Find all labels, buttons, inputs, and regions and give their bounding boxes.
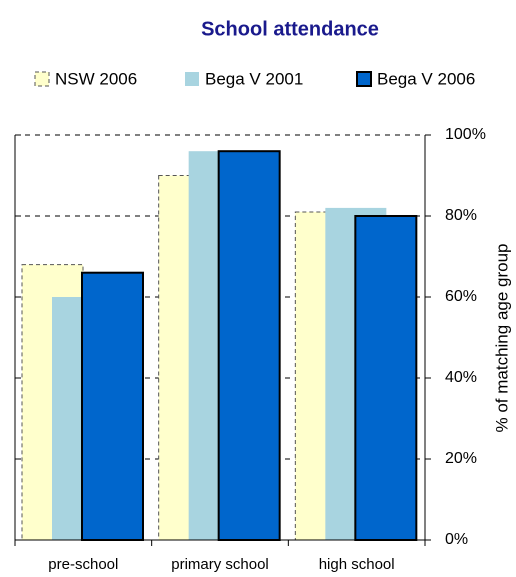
y-tick-label: 0% bbox=[445, 531, 468, 548]
y-tick-label: 20% bbox=[445, 450, 477, 467]
x-tick-label: high school bbox=[319, 556, 395, 573]
legend-label: Bega V 2006 bbox=[377, 69, 475, 88]
y-tick-label: 100% bbox=[445, 126, 486, 143]
legend-label: NSW 2006 bbox=[55, 69, 137, 88]
bar bbox=[217, 150, 281, 541]
bar bbox=[354, 215, 418, 541]
x-tick-label: pre-school bbox=[48, 556, 118, 573]
y-tick-label: 80% bbox=[445, 207, 477, 224]
y-axis-label: % of matching age group bbox=[492, 243, 511, 432]
y-tick-label: 60% bbox=[445, 288, 477, 305]
legend-swatch bbox=[356, 71, 372, 87]
y-tick-label: 40% bbox=[445, 369, 477, 386]
chart-title: School attendance bbox=[201, 18, 379, 40]
legend-swatch bbox=[34, 71, 50, 87]
legend-label: Bega V 2001 bbox=[205, 69, 303, 88]
x-tick-label: primary school bbox=[171, 556, 269, 573]
bar bbox=[81, 271, 144, 541]
legend-swatch bbox=[185, 72, 199, 86]
